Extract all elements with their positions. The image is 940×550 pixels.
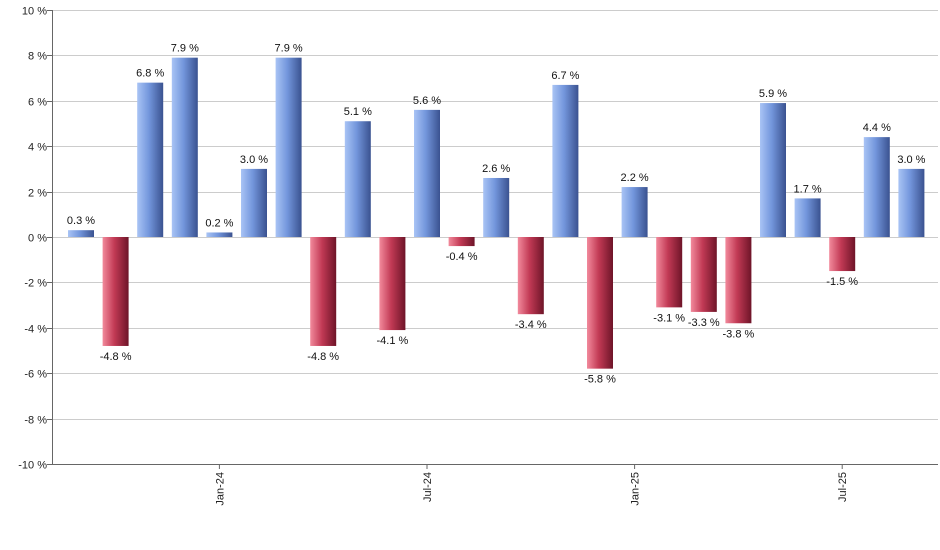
bar [448, 237, 475, 247]
data-label: -3.4 % [515, 319, 547, 331]
x-tick-label: Jul-25 [837, 472, 849, 502]
data-label: 7.9 % [171, 43, 199, 55]
y-tick-label: 4 % [28, 142, 47, 154]
axes [52, 10, 938, 469]
data-label: 0.2 % [205, 217, 233, 229]
bar [690, 237, 717, 312]
y-tick-label: 8 % [28, 51, 47, 63]
data-label: 4.4 % [863, 122, 891, 134]
data-label: 5.9 % [759, 88, 787, 100]
data-label: 0.3 % [67, 215, 95, 227]
data-label: -1.5 % [826, 276, 858, 288]
data-label: -4.8 % [100, 351, 132, 363]
bar [206, 232, 233, 237]
bar [275, 57, 302, 237]
data-label: -4.8 % [307, 351, 339, 363]
data-label: 3.0 % [897, 154, 925, 166]
data-label: -3.3 % [688, 317, 720, 329]
data-label: 7.9 % [275, 43, 303, 55]
bar [483, 177, 510, 237]
data-label: 3.0 % [240, 154, 268, 166]
y-tick-label: 2 % [28, 188, 47, 200]
bar [552, 84, 579, 237]
bar [344, 121, 371, 237]
bar [760, 103, 786, 237]
x-tick-label: Jul-24 [422, 472, 434, 502]
x-tick-label: Jan-24 [214, 472, 226, 506]
data-label: 1.7 % [794, 183, 822, 195]
data-label: -3.1 % [653, 312, 685, 324]
data-labels: 0.3 % -4.8 % 6.8 % 7.9 % 0.2 % 3.0 % 7.9 % -4.8… [67, 43, 926, 386]
bar [725, 237, 752, 324]
bar [517, 237, 544, 315]
data-label: -4.1 % [377, 335, 409, 347]
data-label: 6.7 % [551, 70, 579, 82]
bar [379, 237, 406, 331]
x-axis-tick-labels: Jan-24 Jul-24 Jan-25 Jul-25 [214, 472, 849, 506]
bar [587, 237, 613, 369]
bar [829, 237, 856, 272]
bar [794, 198, 821, 237]
x-tick-label: Jan-25 [630, 472, 642, 506]
bar [414, 109, 440, 237]
y-tick-label: 10 % [22, 6, 47, 18]
y-tick-label: 6 % [28, 97, 47, 109]
bar [241, 168, 267, 237]
y-tick-label: -2 % [24, 278, 47, 290]
y-tick-label: -10 % [18, 460, 47, 472]
data-label: -3.8 % [723, 328, 755, 340]
data-label: 5.6 % [413, 95, 441, 107]
bar [171, 57, 198, 237]
bar [68, 230, 94, 237]
data-label: 2.2 % [621, 172, 649, 184]
bar [310, 237, 337, 346]
bar [863, 137, 890, 237]
y-tick-label: -6 % [24, 369, 47, 381]
bar [656, 237, 683, 308]
data-label: 6.8 % [136, 68, 164, 80]
y-tick-label: 0 % [28, 233, 47, 245]
data-label: -0.4 % [446, 251, 478, 263]
bars [68, 57, 925, 369]
y-axis-tick-labels: 10 % 8 % 6 % 4 % 2 % 0 % -2 % -4 % -6 % -8 % -10 % [18, 6, 47, 472]
bar [621, 187, 648, 237]
bar [102, 237, 129, 346]
y-tick-label: -4 % [24, 324, 47, 336]
bar [137, 82, 164, 237]
y-tick-label: -8 % [24, 415, 47, 427]
data-label: -5.8 % [584, 374, 616, 386]
bar [898, 168, 925, 237]
data-label: 2.6 % [482, 163, 510, 175]
data-label: 5.1 % [344, 106, 372, 118]
